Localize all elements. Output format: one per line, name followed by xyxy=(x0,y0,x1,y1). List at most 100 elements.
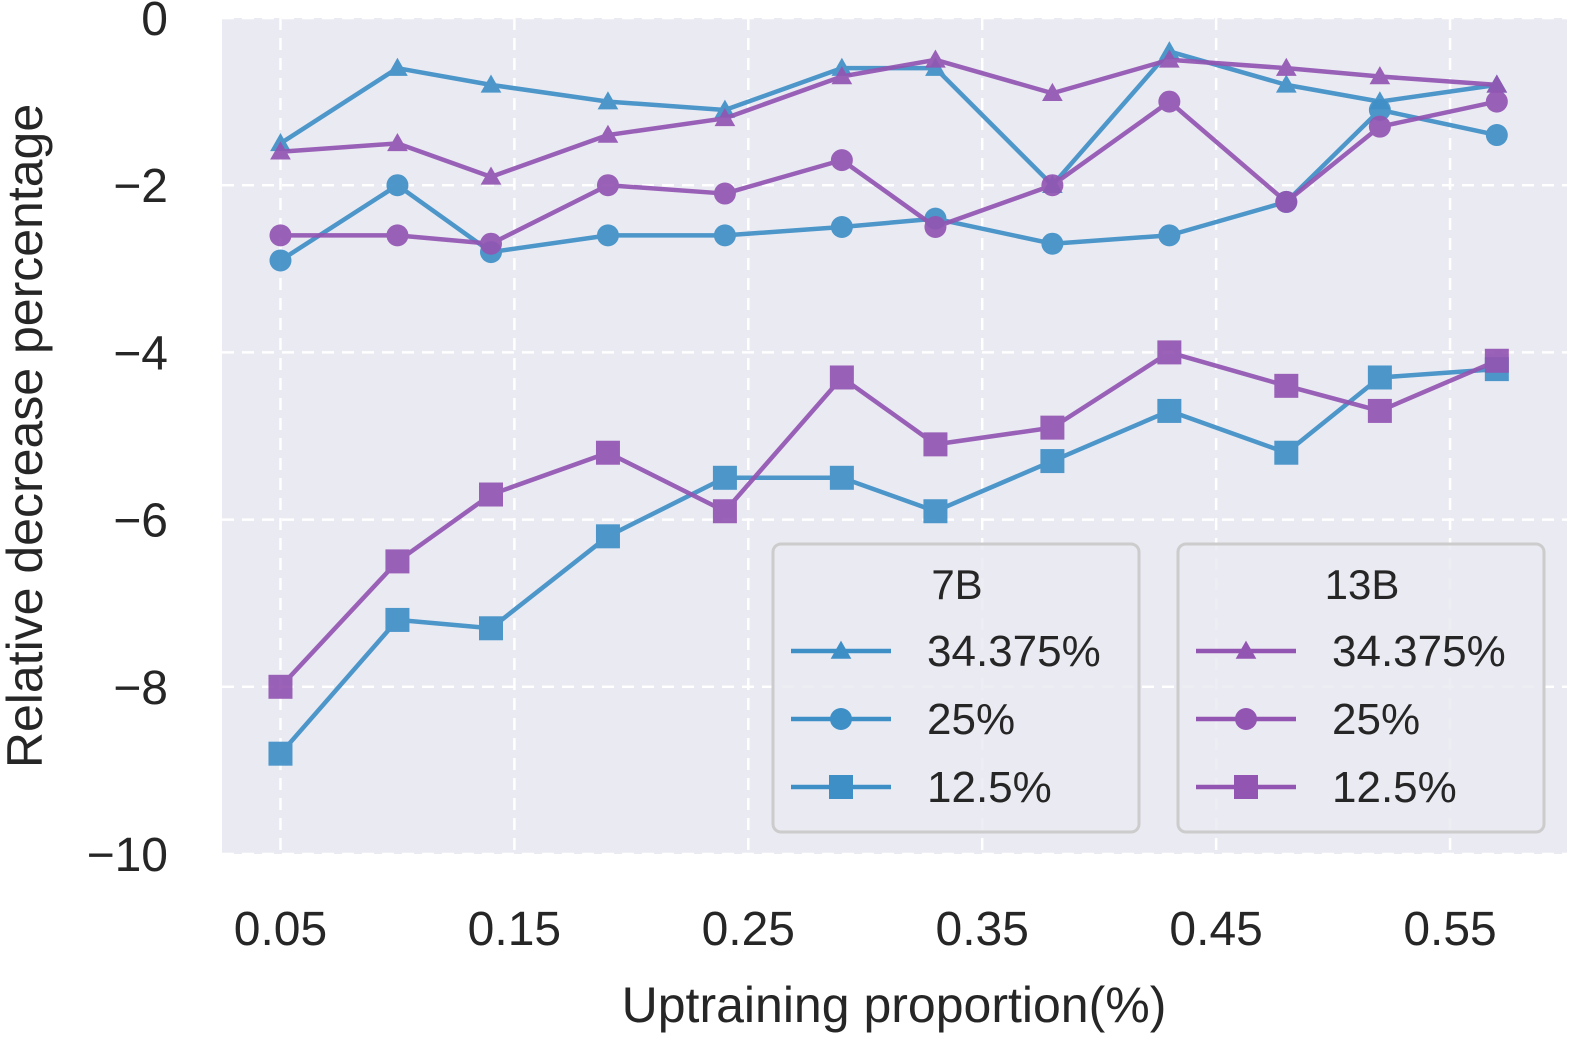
legend-label: 34.375% xyxy=(927,627,1101,676)
series-line xyxy=(280,99,1498,246)
x-tick-labels: 0.05 0.15 0.25 0.35 0.45 0.55 xyxy=(234,903,1497,956)
legend-marker xyxy=(830,708,852,730)
data-point xyxy=(1484,348,1509,373)
data-point xyxy=(596,174,619,197)
series-line xyxy=(280,57,1497,180)
data-point xyxy=(831,66,853,85)
data-point xyxy=(1157,398,1182,423)
data-point xyxy=(269,224,292,247)
data-point xyxy=(1274,373,1299,398)
data-point xyxy=(595,440,620,465)
x-tick-label: 0.25 xyxy=(702,903,795,956)
data-point xyxy=(1158,49,1180,68)
data-point xyxy=(713,224,736,247)
data-point xyxy=(1040,449,1065,474)
data-point xyxy=(712,499,737,524)
data-point xyxy=(1040,415,1065,440)
x-axis-label: Uptraining proportion(%) xyxy=(622,977,1167,1033)
data-point xyxy=(714,107,736,127)
data-point xyxy=(1158,90,1181,113)
legend-entry: 12.5% xyxy=(791,763,1052,812)
data-point xyxy=(480,74,502,93)
data-point xyxy=(386,224,409,247)
legend-title: 13B xyxy=(1325,561,1400,608)
series-line xyxy=(278,350,1498,689)
data-point xyxy=(1367,398,1392,423)
data-point xyxy=(1369,66,1391,85)
y-axis-label: Relative decrease percentage xyxy=(0,104,53,768)
legend-label: 25% xyxy=(927,695,1015,744)
data-point xyxy=(1275,57,1297,76)
legend-label: 12.5% xyxy=(927,763,1052,812)
series-13B-25% xyxy=(269,90,1508,255)
data-point xyxy=(923,499,948,524)
data-point xyxy=(1041,174,1064,197)
data-point xyxy=(1275,74,1297,93)
legend-entry: 34.375% xyxy=(1196,627,1506,676)
y-tick-label: −4 xyxy=(113,327,168,380)
data-point xyxy=(386,174,409,197)
data-point xyxy=(829,365,854,390)
data-point xyxy=(1368,115,1391,138)
legend-title: 7B xyxy=(931,561,982,608)
data-point xyxy=(1367,365,1392,390)
data-point xyxy=(387,133,408,152)
data-point xyxy=(1041,232,1064,255)
data-point xyxy=(596,224,619,247)
data-point xyxy=(1485,90,1508,113)
data-point xyxy=(1275,190,1298,213)
legend: 7B 34.375% 25% 12.5% 13B 34.375% 25% 12.5% xyxy=(771,542,1546,834)
data-point xyxy=(479,482,503,507)
data-point xyxy=(270,141,291,160)
series-13B-34.375% xyxy=(270,49,1508,185)
data-point xyxy=(830,216,853,238)
legend-box-7B: 7B 34.375% 25% 12.5% xyxy=(771,542,1141,834)
data-point xyxy=(480,232,502,255)
data-point xyxy=(268,741,293,766)
y-tick-label: −10 xyxy=(87,829,168,882)
legend-entry: 12.5% xyxy=(1196,763,1457,812)
series-layer xyxy=(268,41,1509,766)
x-tick-label: 0.35 xyxy=(936,903,1029,956)
legend-marker xyxy=(1235,640,1257,659)
data-point xyxy=(597,91,619,110)
data-point xyxy=(829,465,854,490)
y-tick-label: −6 xyxy=(113,495,168,548)
data-point xyxy=(1158,224,1181,247)
legend-box-13B: 13B 34.375% 25% 12.5% xyxy=(1176,542,1546,834)
data-point xyxy=(387,57,408,76)
data-point xyxy=(923,432,948,457)
data-point xyxy=(597,124,619,143)
legend-marker xyxy=(830,640,852,659)
data-point xyxy=(1486,74,1508,93)
data-point xyxy=(595,524,620,549)
legend-frame xyxy=(771,542,1141,834)
y-tick-label: −2 xyxy=(113,160,168,213)
data-point xyxy=(1368,98,1391,121)
legend-entry: 25% xyxy=(791,695,1015,744)
y-tick-label: 0 xyxy=(141,0,168,46)
x-tick-label: 0.45 xyxy=(1169,903,1262,956)
legend-label: 34.375% xyxy=(1332,627,1506,676)
y-tick-label: −8 xyxy=(113,662,168,715)
y-tick-labels: 0 −2 −4 −6 −8 −10 xyxy=(87,0,168,882)
data-point xyxy=(480,166,502,185)
data-point xyxy=(1485,124,1508,147)
legend-frame xyxy=(1176,542,1546,834)
x-tick-label: 0.15 xyxy=(468,903,561,956)
legend-marker xyxy=(829,775,853,799)
data-point xyxy=(924,216,947,238)
data-point xyxy=(385,607,410,632)
data-point xyxy=(925,49,946,68)
data-point xyxy=(830,149,853,172)
data-point xyxy=(1274,440,1299,465)
data-point xyxy=(1042,82,1063,102)
x-tick-label: 0.05 xyxy=(234,903,327,956)
data-point xyxy=(385,549,410,574)
legend-label: 25% xyxy=(1332,695,1420,744)
legend-label: 12.5% xyxy=(1332,763,1457,812)
data-point xyxy=(269,249,292,272)
data-point xyxy=(713,182,736,205)
series-7B-12.5% xyxy=(268,357,1509,766)
